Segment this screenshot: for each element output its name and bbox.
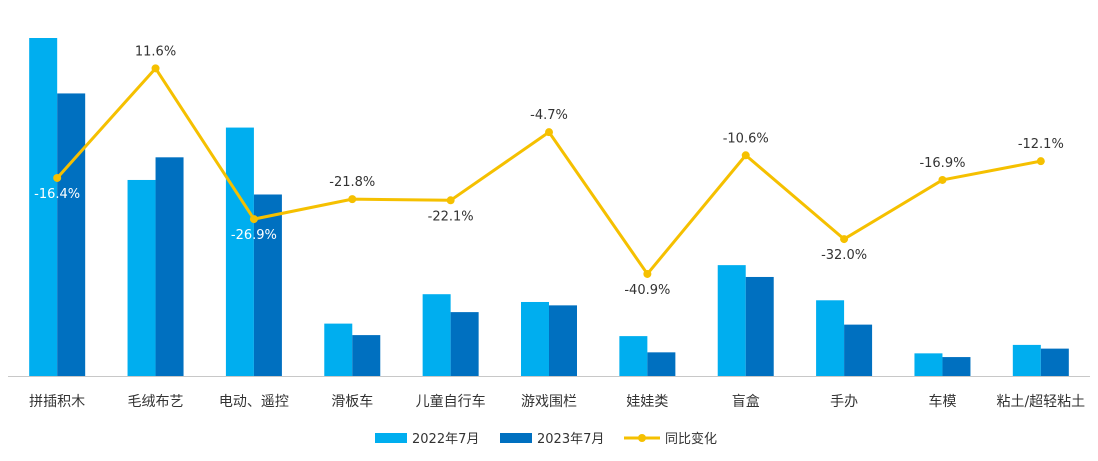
bar-2022-1 [127,179,156,376]
yoy-data-label-6: -40.9% [624,283,670,298]
legend-item-yoy: 同比变化 [624,431,717,447]
yoy-data-label-8: -32.0% [821,248,867,263]
yoy-data-label-7: -10.6% [723,131,769,146]
x-tick-label-1: 毛绒布艺 [128,394,184,410]
bar-2023-4 [450,312,479,376]
yoy-data-label-4: -22.1% [428,209,474,224]
x-tick-label-2: 电动、遥控 [219,394,289,410]
x-tick-label-9: 车模 [928,393,956,410]
legend-swatch-2022 [375,433,407,443]
bar-2022-0 [29,38,58,376]
yoy-line-layer [53,64,1045,278]
legend-item-2022: 2022年7月 [375,432,479,447]
legend-label-2023: 2023年7月 [537,432,604,447]
bars-layer [29,38,1069,376]
bar-2023-0 [57,93,86,376]
yoy-data-labels: -16.4% 11.6% -26.9% -21.8% -22.1% -4.7% -40.9%… [34,44,1064,298]
yoy-data-label-5: -4.7% [530,108,568,123]
yoy-data-label-3: -21.8% [329,175,375,190]
yoy-line [56,66,1042,276]
bar-2022-8 [816,300,845,376]
yoy-point-6 [643,269,652,278]
legend: 2022年7月 2023年7月 同比变化 [375,431,717,447]
yoy-point-1 [151,64,160,73]
yoy-point-3 [348,195,357,204]
legend-swatch-2023 [500,433,532,443]
legend-marker-yoy [638,434,646,442]
yoy-point-4 [446,196,455,205]
x-tick-label-4: 儿童自行车 [416,393,486,410]
yoy-point-10 [1036,157,1045,166]
bar-2022-10 [1012,344,1041,376]
bar-2022-3 [324,323,353,376]
yoy-point-0 [53,173,62,182]
legend-item-2023: 2023年7月 [500,432,604,447]
yoy-data-label-9: -16.9% [919,156,965,171]
bar-2022-5 [521,301,549,376]
legend-label-2022: 2022年7月 [412,432,479,447]
x-tick-label-7: 盲盒 [732,393,760,410]
yoy-data-label-1: 11.6% [135,44,176,59]
bar-2023-1 [155,157,184,376]
bar-2023-5 [549,305,577,376]
x-tick-label-3: 滑板车 [331,393,373,410]
bar-2022-9 [914,353,943,376]
bar-2022-4 [422,294,451,376]
yoy-data-label-10: -12.1% [1018,137,1064,152]
bar-2023-8 [844,324,873,376]
bar-2022-7 [717,265,746,376]
legend-label-yoy: 同比变化 [665,431,717,447]
bar-2023-6 [647,352,676,376]
x-tick-labels: 拼插积木 毛绒布艺 电动、遥控 滑板车 儿童自行车 游戏围栏 娃娃类 盲盒 手办 车模 粘土/超轻粘… [29,393,1085,410]
bar-2023-9 [942,357,971,376]
yoy-data-label-2: -26.9% [231,228,277,243]
bar-2023-3 [352,335,381,376]
bar-2022-6 [619,336,648,376]
bar-2023-7 [745,276,774,376]
x-tick-label-8: 手办 [830,394,858,410]
x-tick-label-6: 娃娃类 [626,394,668,410]
yoy-point-9 [938,175,947,184]
yoy-point-2 [249,215,258,224]
bar-2022-2 [225,127,254,376]
x-tick-label-10: 粘土/超轻粘土 [996,394,1085,410]
bar-2023-2 [253,194,282,376]
bar-2023-10 [1040,348,1069,376]
yoy-point-5 [545,128,553,137]
x-tick-label-5: 游戏围栏 [521,394,577,410]
yoy-point-7 [741,151,750,160]
yoy-data-label-0: -16.4% [34,187,80,202]
x-tick-label-0: 拼插积木 [29,394,85,410]
yoy-point-8 [840,235,849,244]
